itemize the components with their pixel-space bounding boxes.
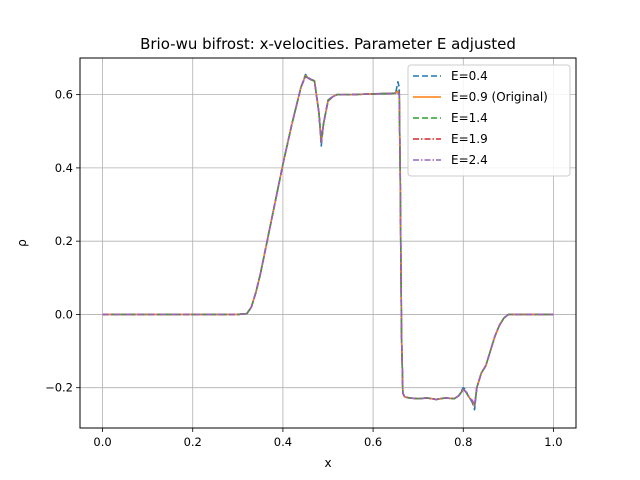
tick-layer: 0.0 0.2 0.4 0.6 0.8 1.0 −0.2 0.0 0.2 0.4 0.6 — [45, 88, 563, 449]
series-layer — [102, 73, 554, 411]
x-tick-label: 0.6 — [364, 435, 382, 449]
legend-box — [407, 64, 571, 177]
x-tick-label: 1.0 — [544, 435, 562, 449]
legend-label: E=0.9 (Original) — [451, 90, 548, 104]
x-tick-label: 0.8 — [454, 435, 472, 449]
series-line-3 — [102, 75, 554, 407]
y-tick-label: 0.4 — [55, 161, 73, 175]
legend-label: E=1.9 — [451, 132, 488, 146]
chart-title: Brio-wu bifrost: x-velocities. Parameter… — [140, 35, 516, 53]
y-tick-label: −0.2 — [45, 381, 73, 395]
plot-frame — [79, 57, 577, 429]
legend-label: E=2.4 — [451, 153, 488, 167]
x-axis-label: x — [324, 456, 331, 470]
legend: E=0.4 E=0.9 (Original) E=1.4 E=1.9 E=2.4 — [407, 64, 571, 177]
legend-label: E=0.4 — [451, 69, 488, 83]
y-tick-label: 0.6 — [55, 88, 73, 102]
y-tick-label: 0.0 — [55, 307, 73, 321]
x-tick-label: 0.0 — [93, 435, 111, 449]
x-tick-label: 0.2 — [184, 435, 202, 449]
legend-label: E=1.4 — [451, 111, 488, 125]
series-line-5 — [102, 75, 554, 407]
y-tick-label: 0.2 — [55, 234, 73, 248]
y-axis-label: ρ — [15, 239, 29, 247]
x-tick-label: 0.4 — [274, 435, 292, 449]
